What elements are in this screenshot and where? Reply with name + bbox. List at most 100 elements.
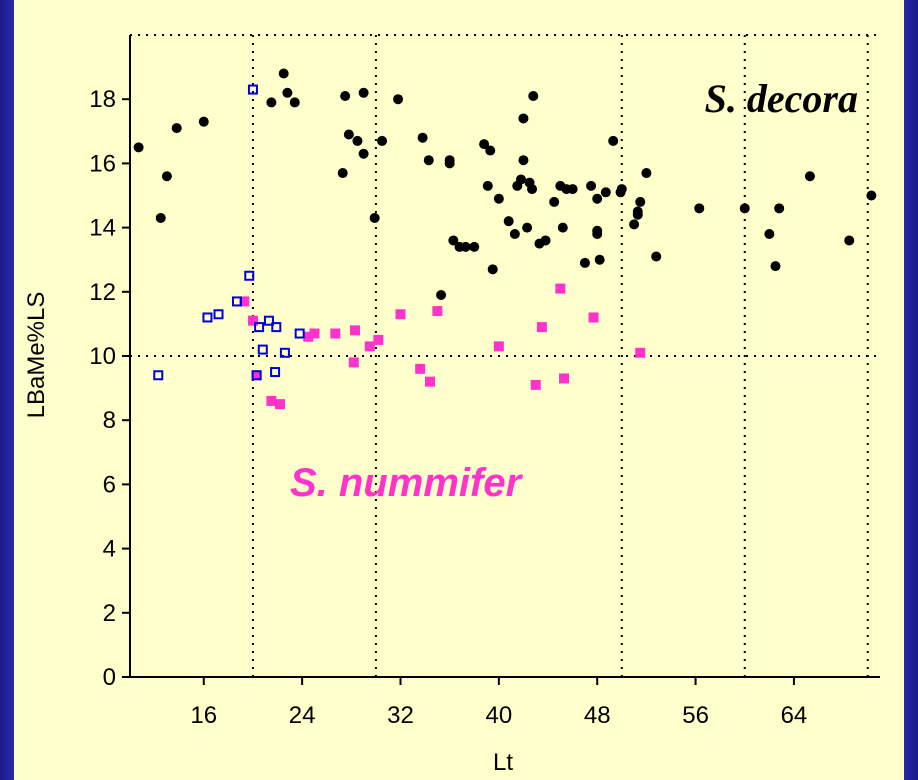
data-point-decora	[358, 87, 369, 98]
data-point-decora	[485, 145, 496, 156]
data-point-blue	[247, 84, 258, 95]
data-point-decora	[527, 184, 538, 195]
data-point-decora	[417, 132, 428, 143]
data-point-decora	[369, 212, 380, 223]
data-point-decora	[278, 68, 289, 79]
y-tick-label: 6	[103, 471, 116, 498]
data-point-decora	[444, 158, 455, 169]
data-point-decora	[594, 254, 605, 265]
data-point-decora	[289, 97, 300, 108]
data-point-decora	[487, 264, 498, 275]
data-point-decora	[460, 241, 471, 252]
x-axis-title: Lt	[493, 749, 513, 776]
data-point-decora	[423, 155, 434, 166]
data-point-decora	[482, 180, 493, 191]
data-point-decora	[616, 184, 627, 195]
data-point-blue	[202, 312, 213, 323]
data-point-blue	[279, 347, 290, 358]
data-point-blue	[270, 367, 281, 378]
data-point-blue	[263, 315, 274, 326]
y-tick-label: 14	[89, 215, 116, 242]
data-point-nummifer	[493, 341, 504, 352]
data-point-decora	[608, 135, 619, 146]
data-point-decora	[515, 174, 526, 185]
data-point-blue	[213, 309, 224, 320]
data-point-decora	[694, 203, 705, 214]
data-point-decora	[579, 257, 590, 268]
data-point-decora	[629, 219, 640, 230]
data-point-decora	[266, 97, 277, 108]
data-point-decora	[198, 116, 209, 127]
y-tick-label: 12	[89, 279, 116, 306]
data-point-nummifer	[635, 347, 646, 358]
data-point-nummifer	[350, 325, 360, 336]
data-point-decora	[586, 180, 597, 191]
data-point-nummifer	[364, 341, 375, 352]
data-point-nummifer	[588, 312, 599, 323]
data-point-blue	[153, 370, 164, 381]
data-point-nummifer	[239, 296, 250, 307]
data-point-decora	[528, 90, 539, 101]
data-point-decora	[804, 171, 815, 182]
data-point-decora	[774, 203, 785, 214]
x-tick-label: 56	[682, 702, 709, 729]
data-point-decora	[592, 229, 603, 240]
data-point-blue	[244, 270, 255, 281]
grid-lines	[130, 34, 880, 677]
data-point-decora	[866, 190, 877, 201]
data-point-decora	[770, 261, 781, 272]
data-point-decora	[600, 187, 611, 198]
data-point-decora	[155, 212, 166, 223]
data-point-decora	[641, 168, 652, 179]
data-points	[133, 68, 877, 410]
data-point-nummifer	[275, 399, 285, 410]
x-tick-label: 16	[190, 702, 217, 729]
data-point-blue	[257, 344, 268, 355]
x-tick-label: 24	[289, 702, 316, 729]
data-point-nummifer	[559, 373, 570, 384]
data-point-decora	[393, 94, 404, 105]
data-point-decora	[567, 184, 578, 195]
data-point-decora	[518, 113, 529, 124]
y-tick-label: 8	[103, 407, 116, 434]
data-point-nummifer	[536, 322, 547, 333]
data-point-blue	[231, 296, 242, 307]
data-point-nummifer	[373, 334, 384, 345]
x-tick-label: 64	[781, 702, 808, 729]
data-point-blue	[294, 328, 305, 339]
data-point-decora	[493, 193, 504, 204]
data-point-decora	[161, 171, 172, 182]
data-point-blue	[251, 370, 262, 381]
data-point-nummifer	[432, 306, 443, 317]
y-tick-label: 18	[89, 86, 116, 113]
data-point-blue	[271, 322, 282, 333]
data-point-decora	[479, 139, 490, 150]
data-point-nummifer	[395, 309, 406, 320]
data-point-decora	[518, 155, 529, 166]
data-point-decora	[503, 216, 514, 227]
data-point-nummifer	[309, 328, 320, 339]
annotation-s-decora: S. decora	[705, 76, 858, 121]
y-tick-label: 16	[89, 150, 116, 177]
data-point-blue	[254, 322, 265, 333]
data-point-nummifer	[530, 379, 541, 390]
data-point-nummifer	[330, 328, 341, 339]
data-point-nummifer	[303, 331, 314, 342]
data-point-decora	[340, 90, 351, 101]
data-point-decora	[133, 142, 144, 153]
data-point-decora	[469, 241, 480, 252]
y-tick-label: 2	[103, 600, 116, 627]
data-point-decora	[651, 251, 662, 262]
data-point-decora	[592, 193, 603, 204]
data-point-decora	[509, 229, 520, 240]
x-tick-label: 48	[584, 702, 611, 729]
data-point-decora	[632, 206, 643, 217]
data-point-decora	[343, 129, 354, 140]
data-point-decora	[171, 123, 182, 134]
data-point-decora	[377, 135, 388, 146]
annotation-s-nummifer: S. nummifer	[290, 461, 524, 505]
data-point-nummifer	[425, 376, 435, 387]
data-point-nummifer	[348, 357, 359, 368]
data-point-decora	[764, 229, 775, 240]
